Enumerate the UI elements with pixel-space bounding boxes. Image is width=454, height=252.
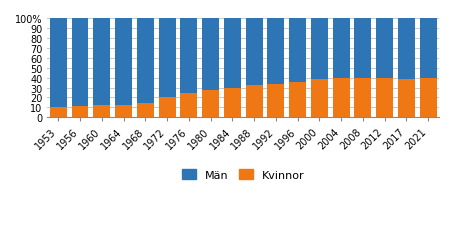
Bar xyxy=(50,19,67,108)
Bar xyxy=(224,19,241,88)
Bar xyxy=(72,19,89,107)
Bar xyxy=(180,94,197,118)
Legend: Män, Kvinnor: Män, Kvinnor xyxy=(178,165,309,184)
Bar xyxy=(333,19,350,78)
Bar xyxy=(267,84,284,118)
Bar xyxy=(115,19,132,106)
Bar xyxy=(180,19,197,94)
Bar xyxy=(376,19,393,78)
Bar xyxy=(50,108,67,118)
Bar xyxy=(398,19,415,79)
Bar xyxy=(289,19,306,82)
Bar xyxy=(289,82,306,118)
Bar xyxy=(311,19,328,79)
Bar xyxy=(93,106,110,118)
Bar xyxy=(311,79,328,118)
Bar xyxy=(93,19,110,106)
Bar xyxy=(246,19,262,85)
Bar xyxy=(355,19,371,78)
Bar xyxy=(115,106,132,118)
Bar xyxy=(376,78,393,118)
Bar xyxy=(137,19,154,104)
Bar xyxy=(158,19,176,98)
Bar xyxy=(355,78,371,118)
Bar xyxy=(202,19,219,91)
Bar xyxy=(333,78,350,118)
Bar xyxy=(158,98,176,118)
Bar xyxy=(398,79,415,118)
Bar xyxy=(224,88,241,118)
Bar xyxy=(419,78,437,118)
Bar xyxy=(267,19,284,84)
Bar xyxy=(419,19,437,78)
Bar xyxy=(246,85,262,118)
Bar xyxy=(72,107,89,118)
Bar xyxy=(202,91,219,118)
Bar xyxy=(137,104,154,118)
